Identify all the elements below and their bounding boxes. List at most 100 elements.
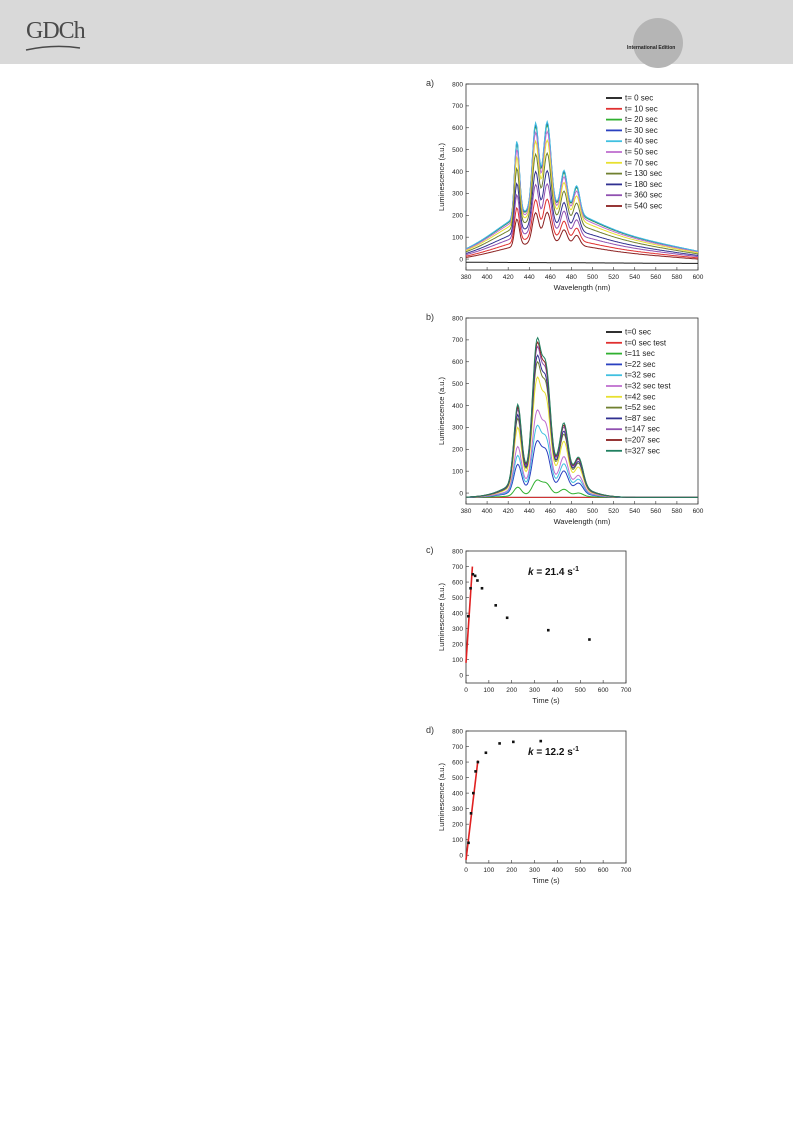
y-tick-label: 100 [452, 234, 463, 241]
y-tick-label: 200 [452, 821, 463, 828]
y-tick-label: 100 [452, 657, 463, 664]
data-point [467, 841, 470, 845]
y-tick-label: 300 [452, 626, 463, 633]
series-line [465, 119, 699, 252]
data-point [498, 742, 501, 745]
x-tick-label: 100 [483, 687, 494, 694]
y-tick-label: 700 [452, 744, 463, 751]
gdch-logo: GDCh [26, 18, 86, 44]
legend-entry: t=147 sec [625, 425, 660, 434]
data-point [469, 586, 472, 590]
y-tick-label: 400 [452, 790, 463, 797]
x-axis-label: Time (s) [532, 876, 560, 885]
y-tick-label: 500 [452, 775, 463, 782]
legend-entry: t= 30 sec [625, 126, 658, 135]
y-tick-label: 300 [452, 425, 463, 432]
legend-entry: t=327 sec [625, 446, 660, 455]
data-point [539, 739, 543, 743]
x-tick-label: 480 [566, 274, 577, 281]
data-point [472, 791, 475, 795]
legend-entry: t= 70 sec [625, 158, 658, 167]
y-tick-label: 700 [452, 337, 463, 344]
panel-label-a: a) [426, 78, 435, 88]
data-point [512, 740, 515, 744]
rate-annotation: k = 21.4 s-1 [528, 566, 579, 578]
y-tick-label: 700 [452, 103, 463, 110]
panel-label-c: c) [426, 545, 434, 555]
x-tick-label: 520 [608, 508, 619, 515]
y-tick-label: 400 [452, 610, 463, 617]
legend-entry: t=52 sec [625, 403, 655, 412]
x-tick-label: 480 [566, 508, 577, 515]
y-tick-label: 0 [459, 673, 463, 680]
y-tick-label: 400 [452, 403, 463, 410]
y-tick-label: 800 [452, 728, 463, 735]
y-tick-label: 100 [452, 837, 463, 844]
legend-entry: t=32 sec test [625, 382, 671, 391]
legend-entry: t= 20 sec [625, 115, 658, 124]
y-axis-label: Luminescence (a.u.) [437, 377, 446, 445]
x-tick-label: 200 [506, 867, 517, 874]
series-line [466, 261, 698, 264]
series-line [466, 336, 698, 498]
edition-label: International Edition [627, 45, 676, 51]
y-tick-label: 800 [452, 81, 463, 88]
y-tick-label: 600 [452, 759, 463, 766]
logo-swoosh-icon [25, 45, 81, 51]
x-tick-label: 0 [464, 867, 468, 874]
x-tick-label: 300 [529, 867, 540, 874]
x-tick-label: 460 [545, 274, 556, 281]
x-tick-label: 200 [506, 687, 517, 694]
edition-badge-icon [633, 18, 683, 68]
panel-label-d: d) [426, 725, 435, 735]
x-tick-label: 560 [650, 508, 661, 515]
series-line [465, 169, 699, 256]
legend-entry: t= 540 sec [625, 202, 662, 211]
x-tick-label: 700 [621, 687, 632, 694]
x-axis-label: Time (s) [532, 696, 560, 705]
plot-frame [465, 550, 627, 684]
data-point [494, 604, 498, 607]
fit-line [465, 566, 474, 663]
x-tick-label: 400 [482, 508, 493, 515]
y-tick-label: 300 [452, 191, 463, 198]
y-tick-label: 200 [452, 447, 463, 454]
series-line [465, 198, 699, 259]
x-tick-label: 460 [545, 508, 556, 515]
x-tick-label: 600 [693, 274, 704, 281]
series-line [465, 129, 699, 253]
data-point [473, 574, 477, 578]
legend-entry: t=22 sec [625, 360, 655, 369]
spectrum-chart-b: b) 380 400 420 440 460 480 500 520 540 560 580 600 0… [426, 312, 706, 537]
data-point [484, 751, 488, 755]
x-tick-label: 440 [524, 508, 535, 515]
x-tick-label: 500 [575, 867, 586, 874]
y-tick-label: 500 [452, 147, 463, 154]
rate-annotation: k = 12.2 s-1 [528, 746, 579, 758]
data-point [476, 760, 480, 764]
x-tick-label: 420 [503, 274, 514, 281]
y-tick-label: 600 [452, 359, 463, 366]
legend-entry: t=87 sec [625, 414, 655, 423]
legend-entry: t= 40 sec [625, 137, 658, 146]
legend-entry: t= 50 sec [625, 148, 658, 157]
x-tick-label: 600 [598, 867, 609, 874]
data-point [466, 614, 470, 618]
legend-entry: t=32 sec [625, 371, 655, 380]
series-line [466, 354, 698, 498]
legend-entry: t= 10 sec [625, 104, 658, 113]
series-line [465, 182, 699, 258]
y-tick-label: 300 [452, 806, 463, 813]
x-axis-label: Wavelength (nm) [554, 283, 611, 292]
y-tick-label: 800 [452, 548, 463, 555]
x-tick-label: 600 [693, 508, 704, 515]
kinetics-chart-d: d) 0 100 200 300 400 500 600 700 0 100 200 300 400 50… [426, 725, 636, 895]
x-tick-label: 520 [608, 274, 619, 281]
y-tick-label: 500 [452, 381, 463, 388]
data-point [474, 770, 477, 773]
series-line [465, 151, 699, 255]
data-point [505, 616, 509, 620]
plot-frame [465, 317, 699, 505]
x-tick-label: 700 [621, 867, 632, 874]
y-axis-label: Luminescence (a.u.) [437, 763, 446, 831]
